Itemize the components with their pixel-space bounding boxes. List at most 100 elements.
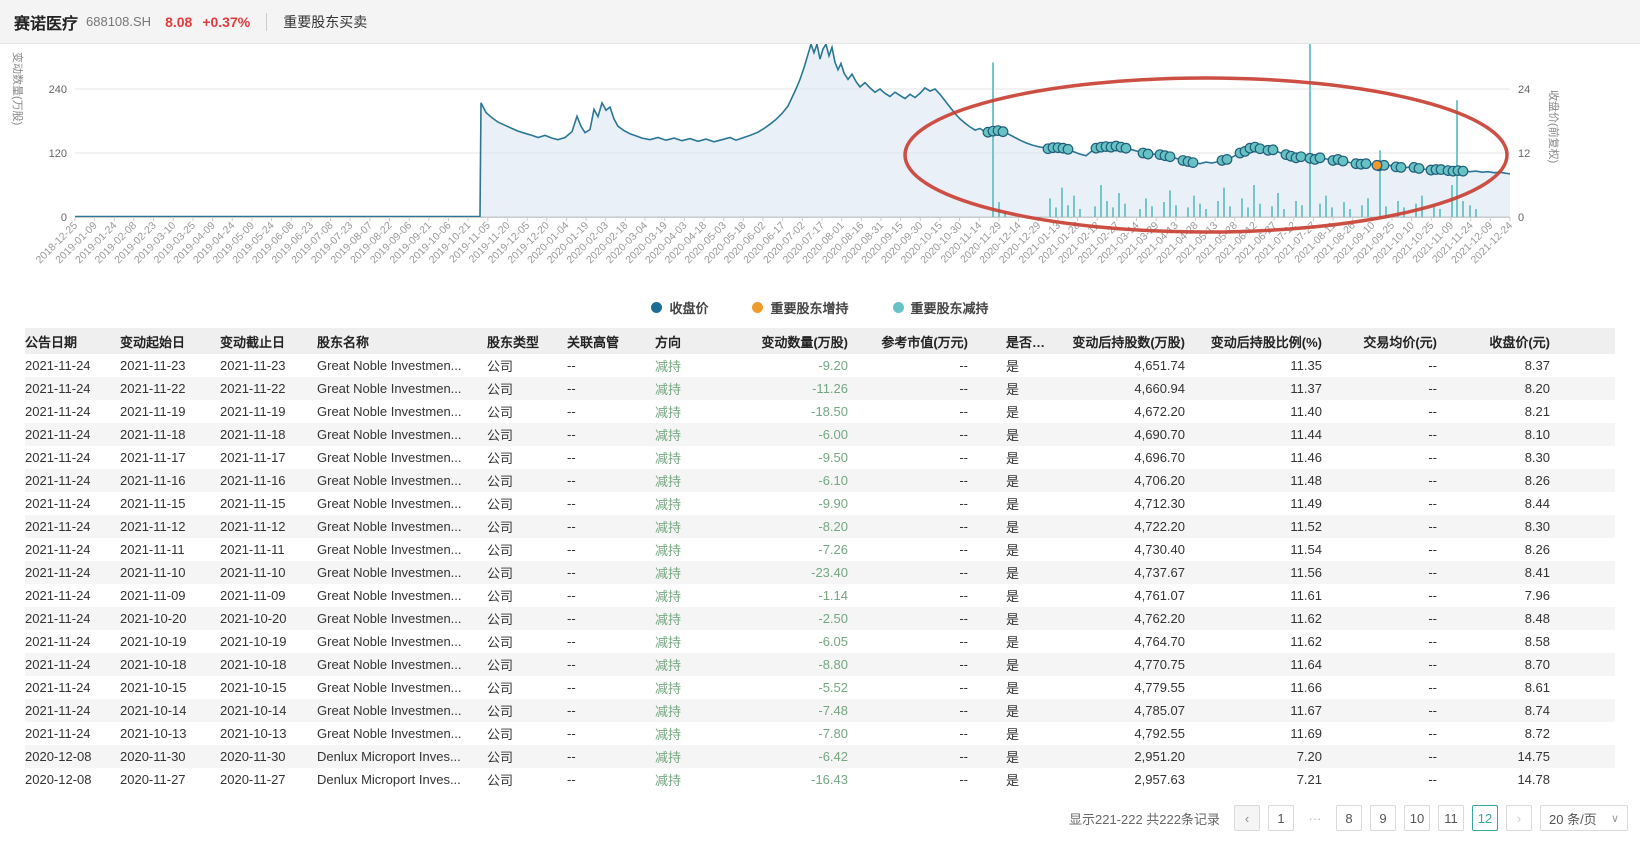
close_price: 8.41 — [1437, 561, 1550, 584]
start_date: 2021-11-23 — [120, 354, 220, 377]
close_price: 8.21 — [1437, 400, 1550, 423]
direction: 减持 — [655, 768, 725, 791]
sell-marker[interactable] — [1268, 145, 1278, 155]
holder_type: 公司 — [487, 653, 567, 676]
direction: 减持 — [655, 699, 725, 722]
shares_after: 4,737.67 — [1048, 561, 1185, 584]
col-holder_name: 股东名称 — [317, 328, 487, 354]
table-row: 2021-11-242021-11-152021-11-15Great Nobl… — [25, 492, 1615, 515]
page-button-8[interactable]: 8 — [1336, 805, 1362, 831]
sell-marker[interactable] — [1458, 166, 1468, 176]
page-size-label: 20 条/页 — [1549, 809, 1597, 828]
avg_price: -- — [1322, 446, 1437, 469]
right-axis-tick: 24 — [1518, 84, 1530, 96]
page: 赛诺医疗 688108.SH 8.08 +0.37% 重要股东买卖 001201… — [0, 0, 1640, 867]
holder_name: Denlux Microport Inves... — [317, 768, 487, 791]
table-row: 2021-11-242021-10-192021-10-19Great Nobl… — [25, 630, 1615, 653]
related_exec: -- — [567, 676, 655, 699]
change_qty: -6.42 — [725, 745, 848, 768]
sell-marker[interactable] — [1165, 152, 1175, 162]
holder_type: 公司 — [487, 492, 567, 515]
ref_value: -- — [848, 469, 968, 492]
sell-marker[interactable] — [1222, 155, 1232, 165]
shares_after: 4,730.40 — [1048, 538, 1185, 561]
cell-spacer — [1550, 607, 1615, 630]
table-row: 2021-11-242021-11-112021-11-11Great Nobl… — [25, 538, 1615, 561]
avg_price: -- — [1322, 699, 1437, 722]
sell-marker[interactable] — [1143, 149, 1153, 159]
holder-trades-table: 公告日期变动起始日变动截止日股东名称股东类型关联高管方向变动数量(万股)参考市值… — [25, 328, 1615, 791]
ratio_after: 11.66 — [1185, 676, 1322, 699]
close_price: 8.61 — [1437, 676, 1550, 699]
page-button-9[interactable]: 9 — [1370, 805, 1396, 831]
direction: 减持 — [655, 515, 725, 538]
table-row: 2021-11-242021-11-222021-11-22Great Nobl… — [25, 377, 1615, 400]
page-button-10[interactable]: 10 — [1404, 805, 1430, 831]
table-row: 2021-11-242021-11-122021-11-12Great Nobl… — [25, 515, 1615, 538]
direction: 减持 — [655, 354, 725, 377]
close_price: 14.75 — [1437, 745, 1550, 768]
is_reduce: 是 — [968, 584, 1048, 607]
sell-marker[interactable] — [1063, 144, 1073, 154]
end_date: 2021-11-09 — [220, 584, 317, 607]
sell-marker[interactable] — [1315, 153, 1325, 163]
sell-marker[interactable] — [1121, 143, 1131, 153]
change_qty: -9.90 — [725, 492, 848, 515]
next-page-button[interactable]: › — [1506, 805, 1532, 831]
legend-item-0[interactable]: 收盘价 — [651, 298, 708, 317]
announce_date: 2021-11-24 — [25, 607, 120, 630]
sell-marker[interactable] — [1188, 158, 1198, 168]
shares_after: 4,660.94 — [1048, 377, 1185, 400]
ref_value: -- — [848, 423, 968, 446]
related_exec: -- — [567, 607, 655, 630]
buy-marker[interactable] — [1372, 160, 1382, 170]
sell-marker[interactable] — [1396, 163, 1406, 173]
legend-item-2[interactable]: 重要股东减持 — [893, 298, 989, 317]
avg_price: -- — [1322, 745, 1437, 768]
direction: 减持 — [655, 745, 725, 768]
cell-spacer — [1550, 653, 1615, 676]
sell-marker[interactable] — [998, 127, 1008, 137]
start_date: 2021-10-14 — [120, 699, 220, 722]
holder_name: Great Noble Investmen... — [317, 377, 487, 400]
start_date: 2021-10-20 — [120, 607, 220, 630]
announce_date: 2021-11-24 — [25, 699, 120, 722]
holder_name: Great Noble Investmen... — [317, 423, 487, 446]
ratio_after: 11.49 — [1185, 492, 1322, 515]
ratio_after: 11.67 — [1185, 699, 1322, 722]
is_reduce: 是 — [968, 745, 1048, 768]
change_qty: -6.00 — [725, 423, 848, 446]
related_exec: -- — [567, 722, 655, 745]
ratio_after: 11.56 — [1185, 561, 1322, 584]
table-row: 2021-11-242021-11-192021-11-19Great Nobl… — [25, 400, 1615, 423]
end_date: 2021-10-20 — [220, 607, 317, 630]
sell-marker[interactable] — [1296, 152, 1306, 162]
stock-name: 赛诺医疗 — [14, 10, 78, 34]
holder_name: Great Noble Investmen... — [317, 653, 487, 676]
tab-important-holder-trades[interactable]: 重要股东买卖 — [283, 12, 367, 32]
legend-item-1[interactable]: 重要股东增持 — [752, 298, 848, 317]
page-button-1[interactable]: 1 — [1268, 805, 1294, 831]
prev-page-button[interactable]: ‹ — [1234, 805, 1260, 831]
holder_name: Great Noble Investmen... — [317, 676, 487, 699]
ratio_after: 11.46 — [1185, 446, 1322, 469]
page-button-12[interactable]: 12 — [1472, 805, 1498, 831]
shares_after: 4,770.75 — [1048, 653, 1185, 676]
related_exec: -- — [567, 699, 655, 722]
change_qty: -6.05 — [725, 630, 848, 653]
close_price: 7.96 — [1437, 584, 1550, 607]
page-button-11[interactable]: 11 — [1438, 805, 1464, 831]
direction: 减持 — [655, 722, 725, 745]
sell-marker[interactable] — [1414, 164, 1424, 174]
left-axis-tick: 120 — [49, 148, 67, 160]
close_price: 8.26 — [1437, 469, 1550, 492]
announce_date: 2021-11-24 — [25, 423, 120, 446]
direction: 减持 — [655, 676, 725, 699]
sell-marker[interactable] — [1338, 156, 1348, 166]
col-shares_after: 变动后持股数(万股) — [1048, 328, 1185, 354]
sell-marker[interactable] — [1361, 159, 1371, 169]
start_date: 2021-10-18 — [120, 653, 220, 676]
page-size-select[interactable]: 20 条/页∨ — [1540, 805, 1628, 831]
avg_price: -- — [1322, 584, 1437, 607]
left-axis-tick: 0 — [61, 212, 67, 224]
